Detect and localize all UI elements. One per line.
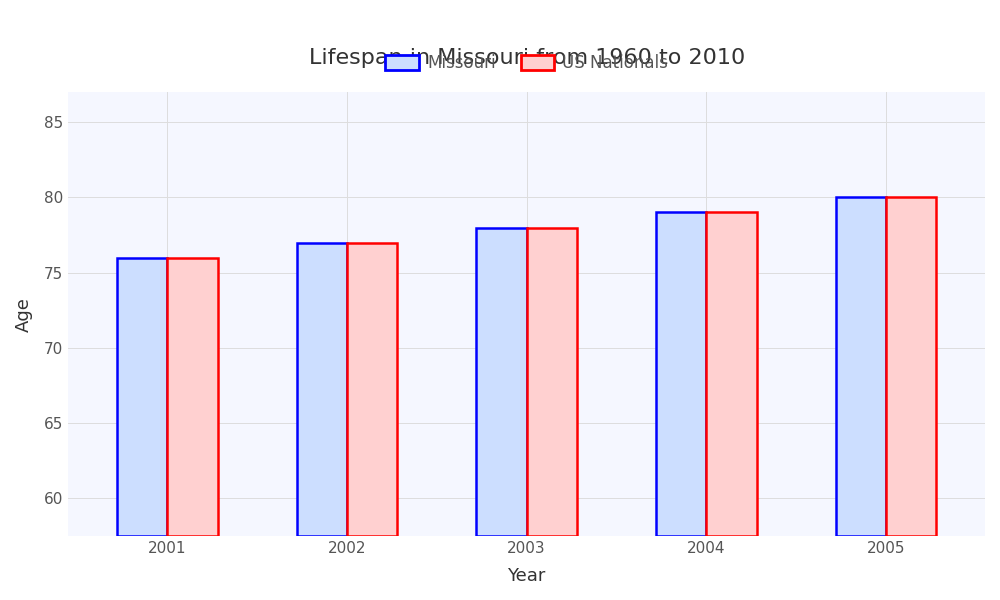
Bar	[656, 212, 706, 536]
Bar	[117, 257, 167, 536]
Bar	[297, 242, 347, 536]
Bar	[886, 197, 936, 536]
X-axis label: Year: Year	[507, 567, 546, 585]
Bar	[167, 257, 218, 536]
Bar	[476, 227, 527, 536]
Bar	[706, 212, 757, 536]
Title: Lifespan in Missouri from 1960 to 2010: Lifespan in Missouri from 1960 to 2010	[309, 49, 745, 68]
Bar	[527, 227, 577, 536]
Legend: Missouri, US Nationals: Missouri, US Nationals	[379, 47, 675, 79]
Bar	[836, 197, 886, 536]
Y-axis label: Age: Age	[15, 296, 33, 332]
Bar	[347, 242, 397, 536]
